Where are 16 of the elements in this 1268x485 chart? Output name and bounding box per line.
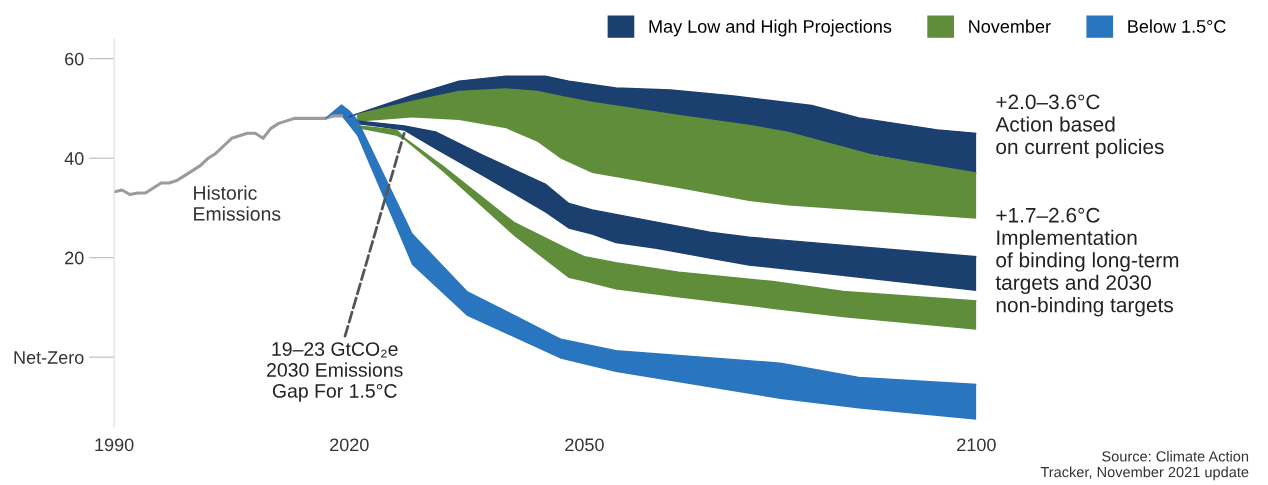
legend-label: May Low and High Projections bbox=[649, 19, 892, 37]
x-tick-label: 2050 bbox=[565, 438, 604, 452]
text: +1.7–2.6°C Implementation of binding long-term targets and 2030 non-binding targets bbox=[995, 207, 1179, 317]
series-label: Historic Emissions bbox=[194, 185, 281, 221]
source-note: Source: Climate Action Tracker, November 2021 update bbox=[1040, 450, 1249, 481]
text: +2.0–3.6°C Action based on current policies bbox=[995, 94, 1164, 159]
annotation: 19–23 GtCO₂e 2030 Emissions Gap For 1.5°C bbox=[267, 342, 403, 402]
y-tick-label: Net-Zero bbox=[14, 351, 84, 364]
x-tick-label: 1990 bbox=[95, 438, 134, 452]
legend-label: November bbox=[969, 19, 1051, 33]
legend-label: Below 1.5°C bbox=[1128, 19, 1226, 33]
y-tick-label: 20 bbox=[65, 251, 84, 265]
x-tick-label: 2020 bbox=[330, 438, 369, 452]
y-tick-label: 40 bbox=[64, 152, 84, 165]
y-tick-label: 60 bbox=[65, 52, 84, 66]
x-tick-label: 2100 bbox=[957, 438, 996, 452]
